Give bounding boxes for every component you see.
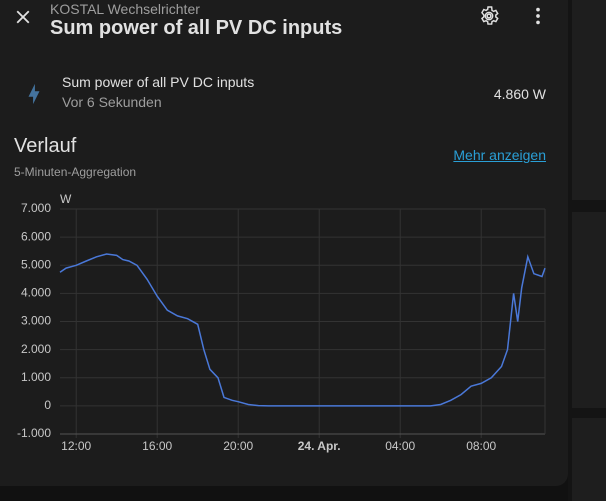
y-tick-label: 4.000 <box>21 286 51 300</box>
show-more-link[interactable]: Mehr anzeigen <box>453 147 546 163</box>
dialog-subtitle: KOSTAL Wechselrichter <box>50 1 200 17</box>
menu-button[interactable] <box>527 5 549 27</box>
x-tick-label: 04:00 <box>385 439 415 453</box>
background-card <box>572 212 606 408</box>
more-info-dialog: KOSTAL Wechselrichter Sum power of all P… <box>0 0 568 486</box>
entity-state: 4.860 W <box>493 86 546 102</box>
history-subtitle: 5-Minuten-Aggregation <box>14 165 137 179</box>
x-tick-label: 20:00 <box>223 439 253 453</box>
entity-icon <box>28 83 40 105</box>
entity-last-changed: Vor 6 Sekunden <box>62 94 162 110</box>
x-tick-label: 16:00 <box>142 439 172 453</box>
background-card <box>572 418 606 501</box>
data-line <box>59 253 546 407</box>
y-tick-label: -1.000 <box>17 426 51 440</box>
history-chart: W -1.000 0 1.000 2.000 3.000 4.000 5.000 6.000 7.… <box>17 192 546 453</box>
y-tick-label: 0 <box>44 398 51 412</box>
x-tick-label: 12:00 <box>61 439 91 453</box>
y-tick-label: 1.000 <box>21 370 51 384</box>
y-unit: W <box>60 192 72 206</box>
close-button[interactable] <box>12 6 34 28</box>
history-title: Verlauf <box>14 135 77 157</box>
x-tick-label: 24. Apr. <box>298 439 341 453</box>
y-tick-label: 7.000 <box>21 201 51 215</box>
x-tick-label: 08:00 <box>466 439 496 453</box>
background-card <box>572 0 606 200</box>
y-tick-label: 2.000 <box>21 342 51 356</box>
dialog-title: Sum power of all PV DC inputs <box>50 17 343 39</box>
entity-name: Sum power of all PV DC inputs <box>62 74 255 90</box>
y-tick-label: 3.000 <box>21 314 51 328</box>
y-tick-label: 6.000 <box>21 229 51 243</box>
settings-button[interactable] <box>478 5 500 27</box>
y-tick-label: 5.000 <box>21 257 51 271</box>
